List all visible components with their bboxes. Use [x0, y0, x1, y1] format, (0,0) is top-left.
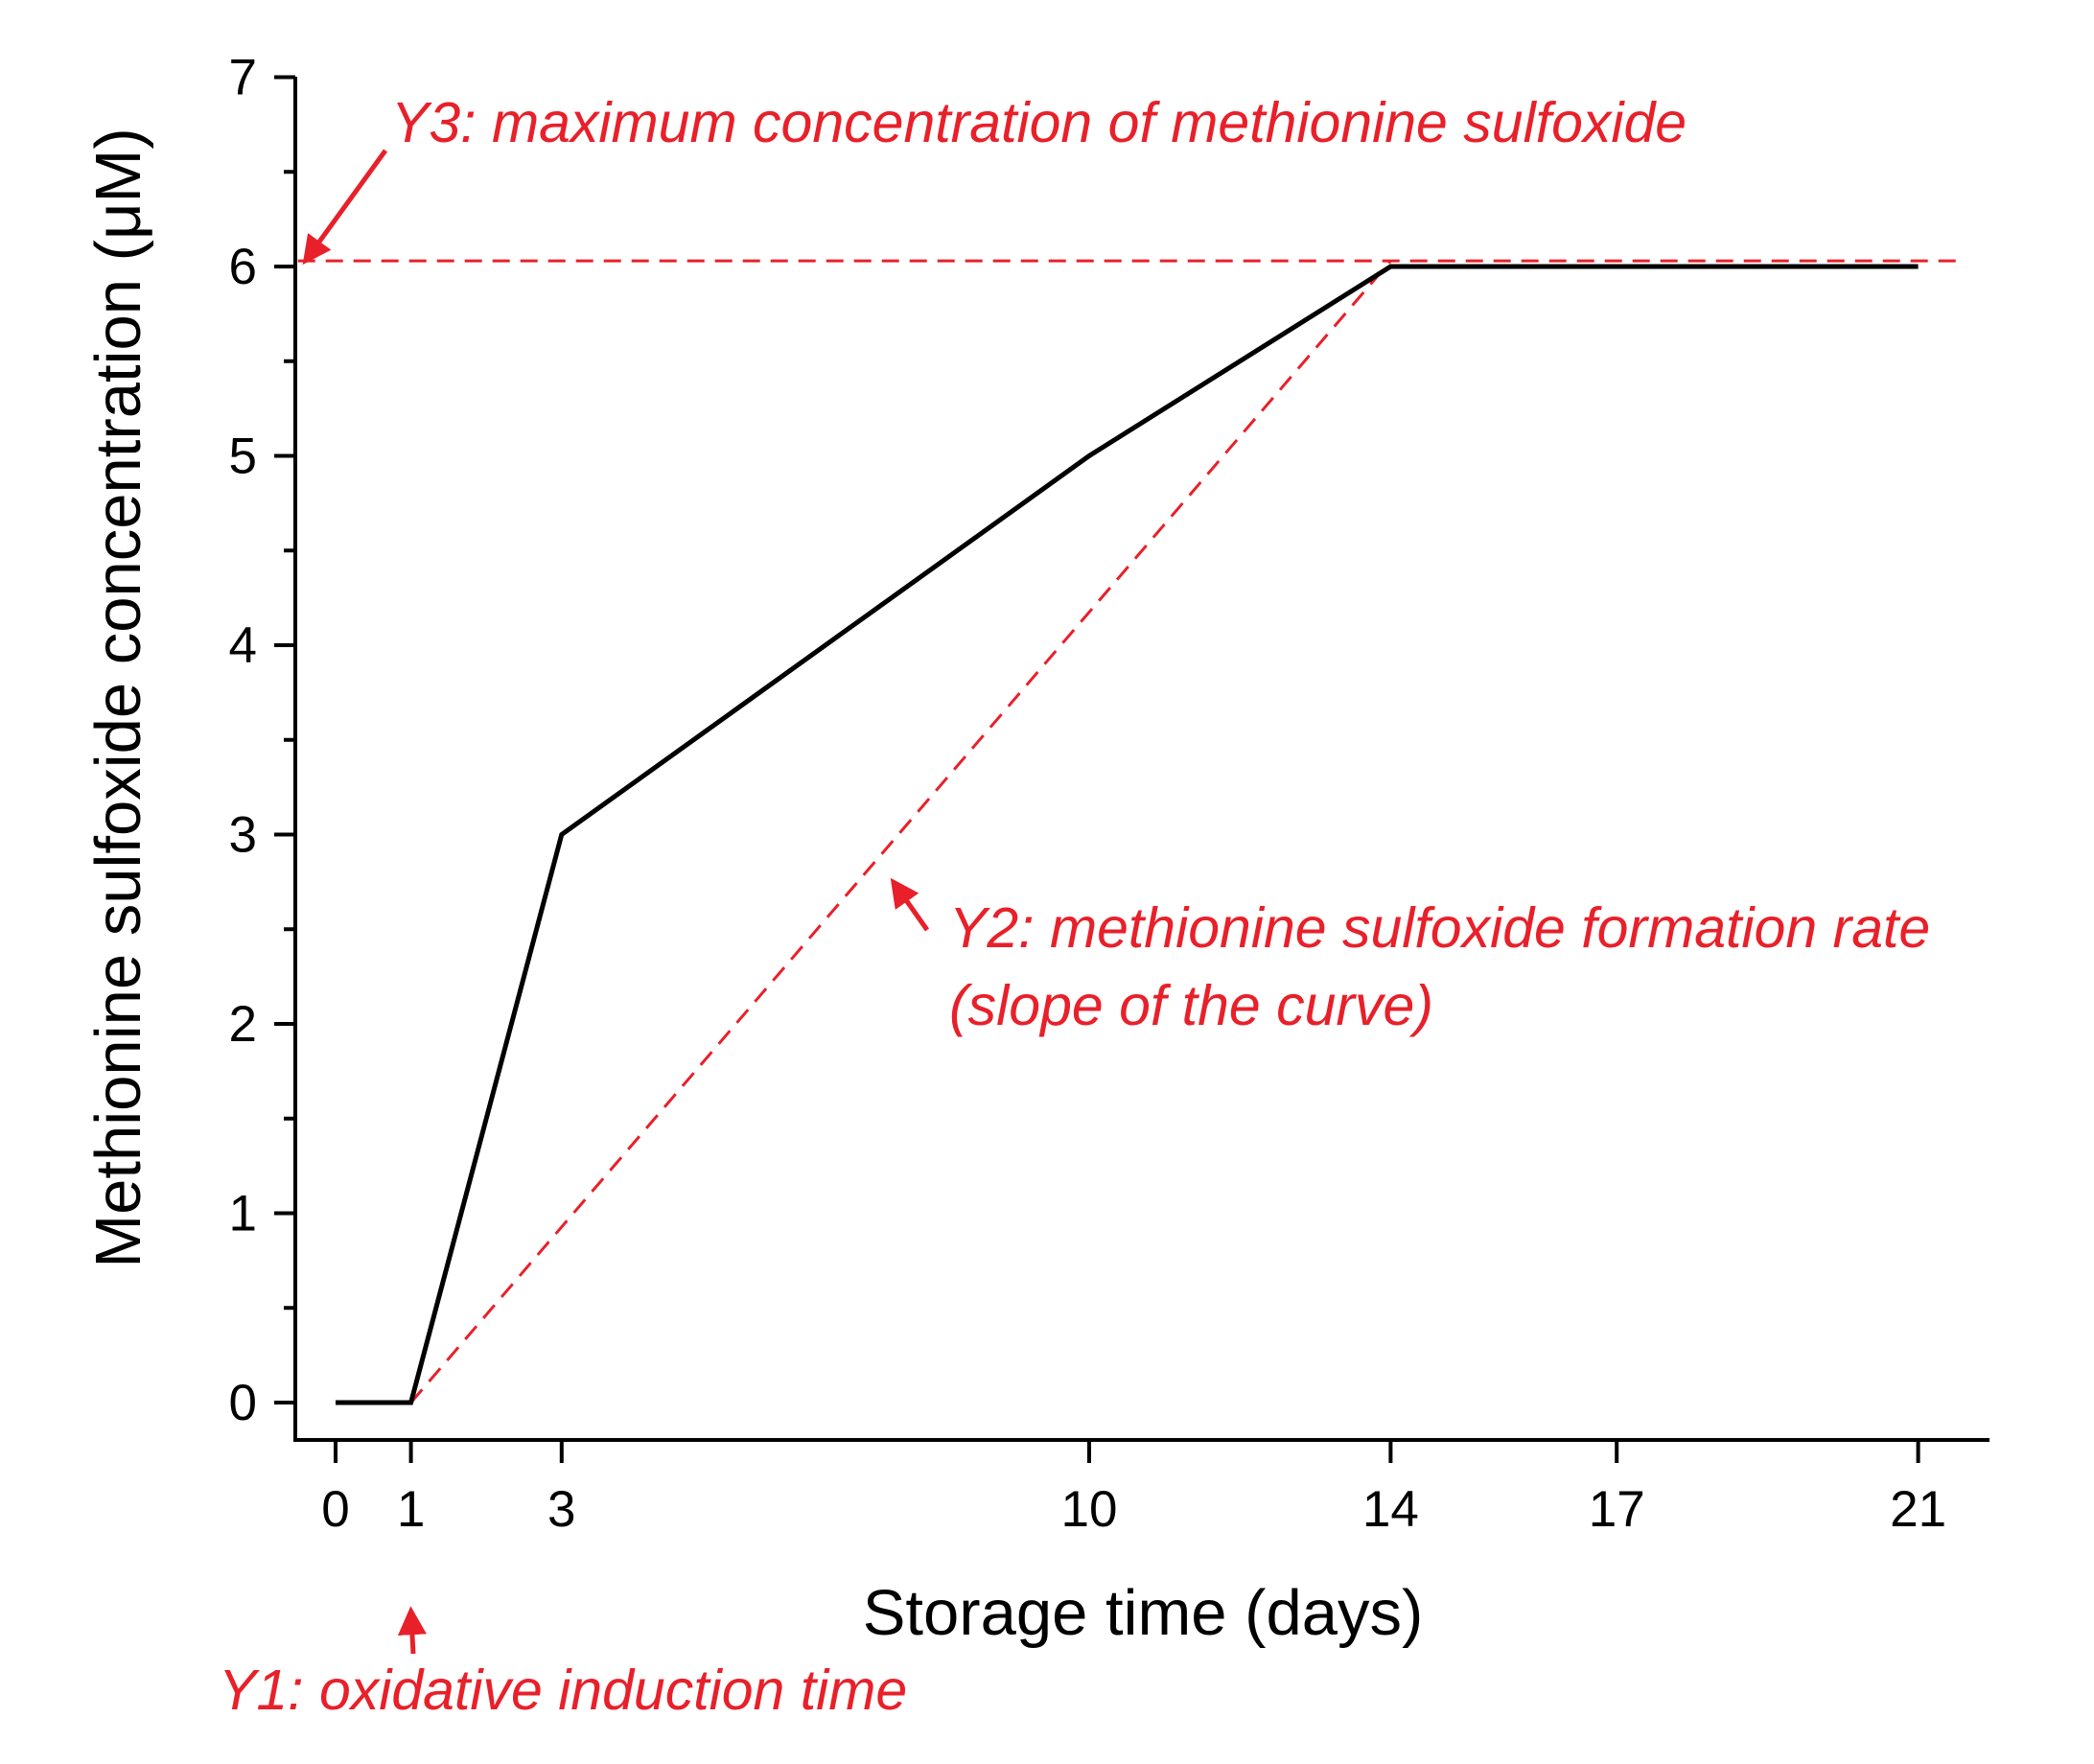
y2-annotation-text: (slope of the curve) — [949, 974, 1433, 1037]
y-tick-label: 6 — [229, 239, 257, 295]
y-tick-label: 3 — [229, 807, 257, 864]
y-tick-label: 5 — [229, 429, 257, 485]
y-axis-title: Methionine sulfoxide concentration (μM) — [82, 128, 154, 1267]
y-tick-label: 0 — [229, 1375, 257, 1431]
y1-arrow — [397, 1606, 427, 1655]
reference-lines — [297, 259, 1956, 1404]
series-group — [336, 264, 1919, 1405]
annotations: Y1: oxidative induction time Y2: methioni… — [219, 91, 1930, 1722]
y-tick-label: 1 — [229, 1186, 257, 1242]
x-tick-label: 0 — [321, 1481, 349, 1538]
y1-annotation-text: Y1: oxidative induction time — [219, 1659, 907, 1722]
y3-arrow — [302, 149, 388, 266]
y-tick-label: 7 — [229, 50, 257, 106]
x-tick-label: 10 — [1061, 1481, 1118, 1538]
x-tick-label: 1 — [397, 1481, 425, 1538]
x-tick-label: 17 — [1589, 1481, 1645, 1538]
y-tick-label: 4 — [229, 617, 257, 674]
y2-annotation-text: Y2: methionine sulfoxide formation rate — [949, 896, 1930, 960]
x-axis-title: Storage time (days) — [863, 1577, 1424, 1649]
y3-annotation-text: Y3: maximum concentration of methionine … — [391, 91, 1687, 154]
x-tick-label: 3 — [547, 1481, 575, 1538]
formation-rate-line — [409, 260, 1392, 1404]
x-tick-label: 14 — [1362, 1481, 1419, 1538]
x-tick-label: 21 — [1890, 1481, 1946, 1538]
axis-titles: Storage time (days) Methionine sulfoxide… — [82, 128, 1423, 1649]
series-line — [336, 264, 1919, 1405]
y-tick-label: 2 — [229, 996, 257, 1053]
y2-arrow — [890, 877, 930, 932]
